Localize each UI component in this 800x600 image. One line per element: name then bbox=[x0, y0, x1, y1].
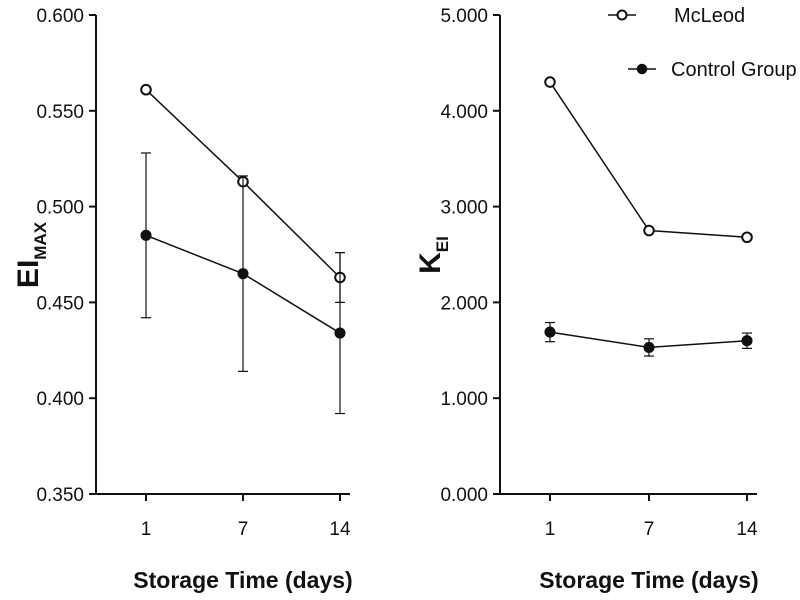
ei-max-x-axis-title: Storage Time (days) bbox=[133, 567, 352, 593]
ei-max-x-tick-label: 14 bbox=[329, 519, 351, 540]
k-ei-point-mcleod bbox=[544, 76, 556, 88]
k-ei-y-tick-label: 0.000 bbox=[440, 485, 488, 506]
k-ei-point-mcleod bbox=[643, 224, 655, 237]
k-ei-point-control-group bbox=[643, 341, 655, 353]
k-ei-x-tick-label: 1 bbox=[545, 519, 556, 540]
ei-max-y-axis-title-main: EI bbox=[12, 260, 45, 288]
panel-ei-max: 0.350 0.400 0.450 0.500 0.550 0.600 1 7 14 Storag… bbox=[12, 6, 353, 593]
k-ei-x-axis-title: Storage Time (days) bbox=[539, 567, 758, 593]
legend-marker-control bbox=[636, 63, 648, 75]
k-ei-point-control-group bbox=[544, 326, 556, 338]
k-ei-y-axis-title-sub: EI bbox=[433, 236, 452, 252]
ei-max-point-mcleod bbox=[140, 83, 152, 96]
ei-max-x-tick-label: 1 bbox=[141, 519, 152, 540]
k-ei-y-tick-label: 2.000 bbox=[440, 293, 488, 314]
panel-k-ei: 0.000 1.000 2.000 3.000 4.000 5.000 1 7 14 Storag… bbox=[414, 6, 759, 593]
ei-max-y-tick-label: 0.500 bbox=[36, 198, 84, 219]
k-ei-y-axis-title: KEI bbox=[414, 236, 452, 274]
k-ei-point-control-group bbox=[741, 335, 753, 347]
ei-max-y-tick-label: 0.400 bbox=[36, 389, 84, 410]
ei-max-y-axis-title-sub: MAX bbox=[31, 221, 50, 259]
legend: McLeod Control Group bbox=[608, 5, 797, 81]
k-ei-y-axis-title-main: K bbox=[414, 252, 447, 274]
ei-max-point-control-group bbox=[140, 229, 152, 241]
k-ei-x-tick-label: 14 bbox=[736, 519, 758, 540]
ei-max-point-control-group bbox=[237, 268, 249, 280]
legend-label-control: Control Group bbox=[671, 59, 797, 81]
legend-marker-mcleod bbox=[616, 9, 628, 21]
k-ei-series-line-mcleod bbox=[549, 81, 748, 239]
ei-max-y-axis-title: EIMAX bbox=[12, 221, 50, 288]
ei-max-y-tick-label: 0.350 bbox=[36, 485, 84, 506]
ei-max-y-tick-label: 0.450 bbox=[36, 293, 84, 314]
k-ei-y-tick-label: 3.000 bbox=[440, 198, 488, 219]
ei-max-point-control-group bbox=[334, 327, 346, 339]
ei-max-x-tick-label: 7 bbox=[238, 519, 249, 540]
k-ei-point-mcleod bbox=[741, 231, 753, 244]
k-ei-y-tick-label: 4.000 bbox=[440, 102, 488, 123]
k-ei-y-tick-label: 5.000 bbox=[440, 6, 488, 27]
ei-max-y-tick-label: 0.600 bbox=[36, 6, 84, 27]
legend-label-mcleod: McLeod bbox=[674, 5, 745, 27]
k-ei-y-tick-label: 1.000 bbox=[440, 389, 488, 410]
k-ei-x-tick-label: 7 bbox=[644, 519, 655, 540]
ei-max-y-tick-label: 0.550 bbox=[36, 102, 84, 123]
